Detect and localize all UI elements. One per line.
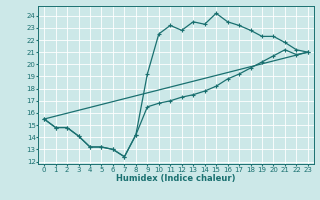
X-axis label: Humidex (Indice chaleur): Humidex (Indice chaleur) bbox=[116, 174, 236, 183]
